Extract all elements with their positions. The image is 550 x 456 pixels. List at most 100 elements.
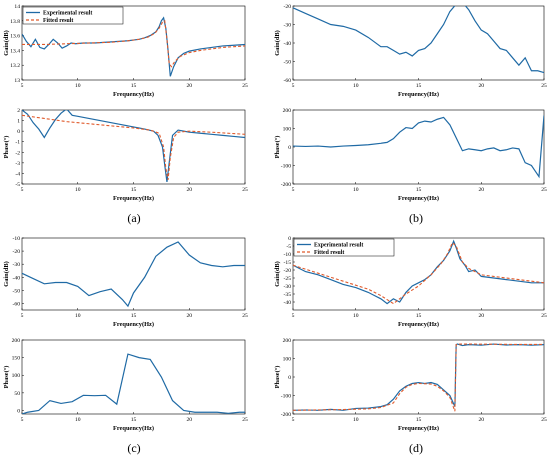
x-tick-label: 25 [541, 187, 547, 193]
y-tick-label: -200 [281, 412, 291, 418]
x-tick-label: 20 [186, 313, 192, 319]
x-tick-label: 20 [186, 83, 192, 89]
x-axis-label: Frequency(Hz) [113, 91, 154, 98]
x-tick-label: 5 [292, 187, 295, 193]
x-tick-label: 25 [242, 187, 248, 193]
y-tick-label: -40 [284, 300, 292, 306]
legend-entry: Fitted result [314, 250, 344, 256]
x-tick-label: 10 [75, 187, 81, 193]
y-tick-label: -4 [15, 171, 20, 177]
x-tick-label: 10 [353, 313, 359, 319]
legend-entry: Fitted result [43, 18, 73, 24]
y-tick-label: -40 [13, 275, 21, 281]
y-tick-label: 0 [288, 145, 291, 151]
panel-label-c: (c) [127, 441, 140, 455]
x-tick-label: 25 [541, 83, 547, 89]
plot-frame [21, 339, 246, 415]
x-axis-label: Frequency(Hz) [398, 321, 439, 328]
y-tick-label: 13.6 [10, 34, 20, 40]
x-tick-label: 5 [21, 417, 24, 423]
y-tick-label: -60 [284, 78, 292, 84]
experimental-series-line [22, 110, 245, 182]
y-axis-label: Gain(dB) [3, 261, 10, 287]
legend-box [293, 238, 395, 257]
x-tick-label: 25 [541, 313, 547, 319]
x-tick-label: 10 [353, 187, 359, 193]
x-tick-label: 5 [292, 417, 295, 423]
y-axis-label: Phase(°) [274, 366, 281, 389]
y-axis-label: Phase(°) [3, 136, 10, 159]
fitted-series-line [22, 114, 245, 180]
y-tick-label: -30 [284, 284, 292, 290]
panel-label-b: (b) [409, 211, 423, 225]
x-axis-label: Frequency(Hz) [113, 321, 154, 328]
y-tick-label: 100 [283, 357, 292, 363]
fitted-series-line [293, 241, 544, 305]
fitted-series-line [22, 19, 245, 68]
experimental-series-line [22, 241, 245, 308]
panel-b-phase: 5 10 15 20 25 -200 -100 0 100 200 Frequency(Hz) Pha… [274, 108, 547, 202]
y-tick-label: -100 [281, 394, 291, 400]
y-tick-label: 13.8 [10, 19, 20, 25]
y-tick-label: 50 [14, 391, 20, 397]
y-tick-label: -10 [13, 236, 21, 242]
fitted-series-line [293, 343, 544, 412]
y-tick-label: -50 [284, 60, 292, 66]
y-tick-label: -15 [284, 260, 292, 266]
x-tick-label: 15 [131, 187, 137, 193]
y-tick-label: -20 [284, 268, 292, 274]
y-tick-label: 0 [288, 236, 291, 242]
x-axis-label: Frequency(Hz) [398, 425, 439, 432]
y-tick-label: -100 [281, 164, 291, 170]
y-tick-label: -40 [284, 41, 292, 47]
y-tick-label: 13.2 [10, 63, 20, 69]
y-tick-label: 200 [283, 338, 292, 344]
experimental-series-line [293, 343, 544, 411]
y-axis-label: Gain(dB) [274, 261, 281, 287]
x-tick-label: 25 [242, 313, 248, 319]
experimental-series-line [293, 115, 544, 179]
panel-c-gain: 5 10 15 20 25 -60 -50 -40 -30 -20 -10 Frequency(Hz)… [3, 236, 248, 328]
plot-frame [21, 109, 246, 185]
x-tick-label: 15 [131, 313, 137, 319]
y-tick-label: 13 [14, 78, 20, 84]
panel-label-a: (a) [127, 211, 140, 225]
y-tick-label: 14 [14, 4, 20, 10]
panel-d-gain: 5 10 15 20 25 -40 -35 -30 -25 -20 -15 -10 -5 0 Frequen… [274, 236, 547, 328]
x-tick-label: 15 [131, 417, 137, 423]
x-tick-label: 5 [292, 83, 295, 89]
y-tick-label: -3 [15, 161, 20, 167]
plot-frame [292, 339, 545, 415]
panel-b-gain: 5 10 15 20 25 -60 -50 -40 -30 -20 Frequency(Hz) Gai… [274, 4, 547, 98]
legend-entry: Experimental result [43, 11, 92, 17]
y-tick-label: 200 [283, 108, 292, 114]
x-tick-label: 10 [353, 83, 359, 89]
y-tick-label: 0 [17, 408, 20, 414]
x-axis-label: Frequency(Hz) [398, 195, 439, 202]
y-tick-label: -30 [13, 262, 21, 268]
y-tick-label: -35 [284, 292, 292, 298]
y-tick-label: 2 [17, 108, 20, 114]
x-tick-label: 5 [21, 187, 24, 193]
x-tick-label: 10 [75, 313, 81, 319]
x-axis-label: Frequency(Hz) [113, 425, 154, 432]
y-tick-label: -60 [13, 301, 21, 307]
x-axis-label: Frequency(Hz) [398, 91, 439, 98]
panel-label-d: (d) [409, 441, 423, 455]
x-tick-label: 20 [186, 417, 192, 423]
x-tick-label: 10 [75, 417, 81, 423]
x-tick-label: 5 [21, 83, 24, 89]
x-tick-label: 20 [478, 83, 484, 89]
y-tick-label: 0 [288, 375, 291, 381]
x-axis-label: Frequency(Hz) [113, 195, 154, 202]
x-tick-label: 20 [478, 417, 484, 423]
y-tick-label: 0 [17, 129, 20, 135]
x-tick-label: 10 [353, 417, 359, 423]
panel-a-phase: 5 10 15 20 25 -5 -4 -3 -2 -1 0 1 2 Frequency(Hz) Phase… [3, 108, 248, 202]
y-axis-label: Phase(°) [3, 366, 10, 389]
x-tick-label: 20 [478, 313, 484, 319]
plots-layer: 5 10 15 20 251313.213.413.613.814Frequency(H… [3, 4, 547, 432]
